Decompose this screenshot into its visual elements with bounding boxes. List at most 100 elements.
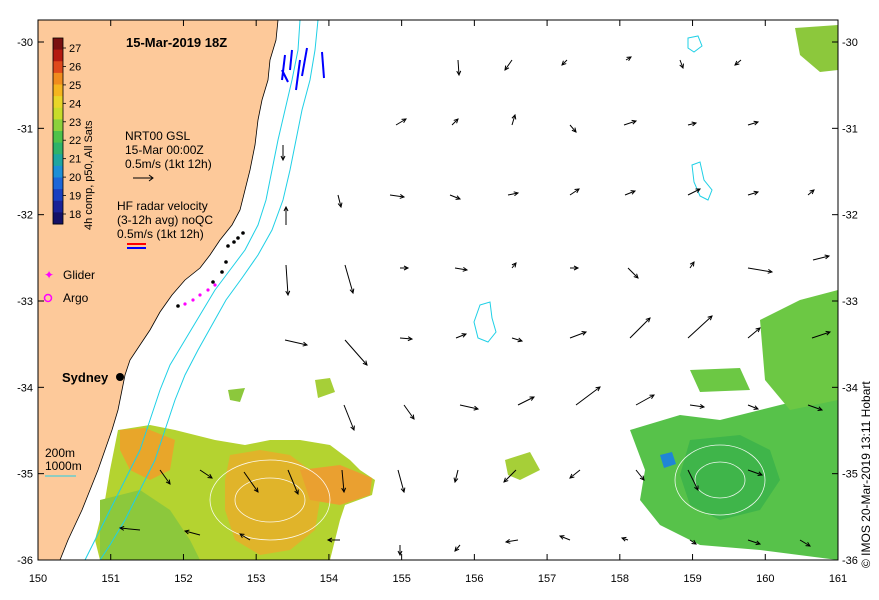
velocity-arrow-head (825, 330, 832, 336)
velocity-arrow (807, 189, 815, 196)
velocity-arrow (812, 255, 830, 261)
argo-track (176, 231, 245, 308)
velocity-arrow (623, 120, 637, 126)
sst-colorbar: 27 26 25 24 23 22 21 20 19 18 (52, 37, 81, 225)
velocity-arrow-head (294, 489, 299, 496)
sydney-marker (116, 373, 124, 381)
velocity-arrow-head (280, 155, 286, 162)
colorbar-swatch (53, 154, 63, 167)
velocity-arrow-head (285, 290, 291, 297)
velocity-arrow-head (511, 113, 517, 120)
velocity-arrow-head (753, 190, 760, 196)
velocity-arrow (747, 469, 763, 476)
velocity-arrow (403, 404, 415, 420)
velocity-arrow-head (679, 63, 684, 70)
x-tick-label: 156 (465, 573, 483, 585)
y-tick-label-right: -34 (842, 382, 858, 394)
velocity-arrow-head (397, 550, 403, 557)
sst-east-band (760, 290, 838, 410)
sst-green-edge (100, 490, 200, 560)
velocity-arrow (629, 317, 651, 339)
colorbar-swatch (53, 189, 63, 202)
x-tick-label: 155 (392, 573, 410, 585)
velocity-arrow (559, 535, 571, 541)
colorbar-tick-label: 21 (69, 154, 81, 166)
velocity-arrow-head (707, 315, 713, 321)
colorbar-swatch (53, 119, 63, 132)
hf-legend-line-2: (3-12h avg) noQC (117, 213, 213, 227)
velocity-arrow-head (207, 473, 213, 479)
colorbar-swatch (53, 72, 63, 85)
velocity-arrow-head (326, 537, 333, 543)
colorbar-tick-label: 18 (69, 209, 81, 221)
colorbar-tick-label: 27 (69, 43, 81, 55)
colorbar-tick-label: 23 (69, 117, 81, 129)
velocity-arrow-head (253, 487, 259, 493)
velocity-arrow (397, 469, 405, 493)
nrt-legend-line-1: NRT00 GSL (125, 129, 190, 143)
velocity-arrow (747, 327, 761, 339)
velocity-arrow-head (283, 205, 289, 212)
x-tick-label: 161 (829, 573, 847, 585)
x-tick-label: 158 (611, 573, 629, 585)
velocity-arrow (679, 59, 684, 69)
velocity-arrow (159, 469, 171, 485)
colorbar-swatch (53, 142, 63, 155)
velocity-arrow (243, 471, 259, 493)
velocity-arrow (341, 469, 345, 493)
velocity-arrow (811, 331, 831, 339)
velocity-arrow (687, 188, 701, 196)
hf-legend-line-3: 0.5m/s (1kt 12h) (117, 227, 204, 241)
colorbar-swatch (53, 212, 63, 225)
velocity-arrow (799, 539, 811, 547)
velocity-arrow (689, 539, 697, 545)
velocity-arrow-head (453, 477, 459, 484)
velocity-arrow (451, 118, 459, 126)
colorbar-frame (52, 37, 64, 225)
velocity-arrow (687, 315, 713, 339)
velocity-arrow-head (529, 396, 535, 401)
x-tick-label: 153 (247, 573, 265, 585)
velocity-arrow-head (824, 254, 831, 260)
colorbar-swatch (53, 96, 63, 109)
velocity-arrow-head (456, 70, 462, 77)
sst-small-4 (690, 368, 750, 392)
sydney-label: Sydney (62, 370, 109, 385)
velocity-arrow (455, 333, 467, 339)
velocity-arrow-head (407, 336, 414, 342)
colorbar-swatch (53, 49, 63, 62)
velocity-arrow-head (753, 120, 760, 126)
velocity-arrow-head (639, 475, 645, 481)
velocity-arrow-head (595, 386, 601, 392)
colorbar-swatch (53, 165, 63, 178)
sst-small-3 (228, 388, 245, 402)
velocity-arrow (627, 267, 639, 279)
velocity-arrow (734, 59, 742, 66)
velocity-arrow-head (753, 405, 760, 410)
velocity-arrow (459, 404, 479, 410)
velocity-arrow-head (645, 317, 651, 323)
velocity-arrow-head (455, 195, 462, 200)
velocity-arrow-head (574, 188, 580, 194)
sst-patches (95, 25, 838, 560)
velocity-arrow (561, 59, 568, 66)
velocity-arrow (569, 188, 580, 196)
colorbar-swatch (53, 38, 63, 51)
velocity-arrow-head (755, 327, 761, 333)
velocity-arrow-head (767, 268, 774, 274)
velocity-arrow (287, 469, 299, 495)
velocity-arrow (199, 469, 213, 479)
velocity-arrow (449, 194, 461, 200)
velocity-arrow-head (453, 118, 459, 124)
velocity-arrow (454, 544, 461, 552)
velocity-arrow-head (302, 341, 309, 347)
colorbar-tick-label: 22 (69, 135, 81, 147)
y-tick-label-right: -33 (842, 296, 858, 308)
velocity-arrow-head (817, 406, 824, 412)
sst-north-east (795, 25, 838, 72)
velocity-arrow-head (630, 190, 637, 195)
glider-track (183, 283, 217, 306)
velocity-arrow-head (695, 188, 701, 193)
velocity-arrow-head (626, 56, 632, 62)
